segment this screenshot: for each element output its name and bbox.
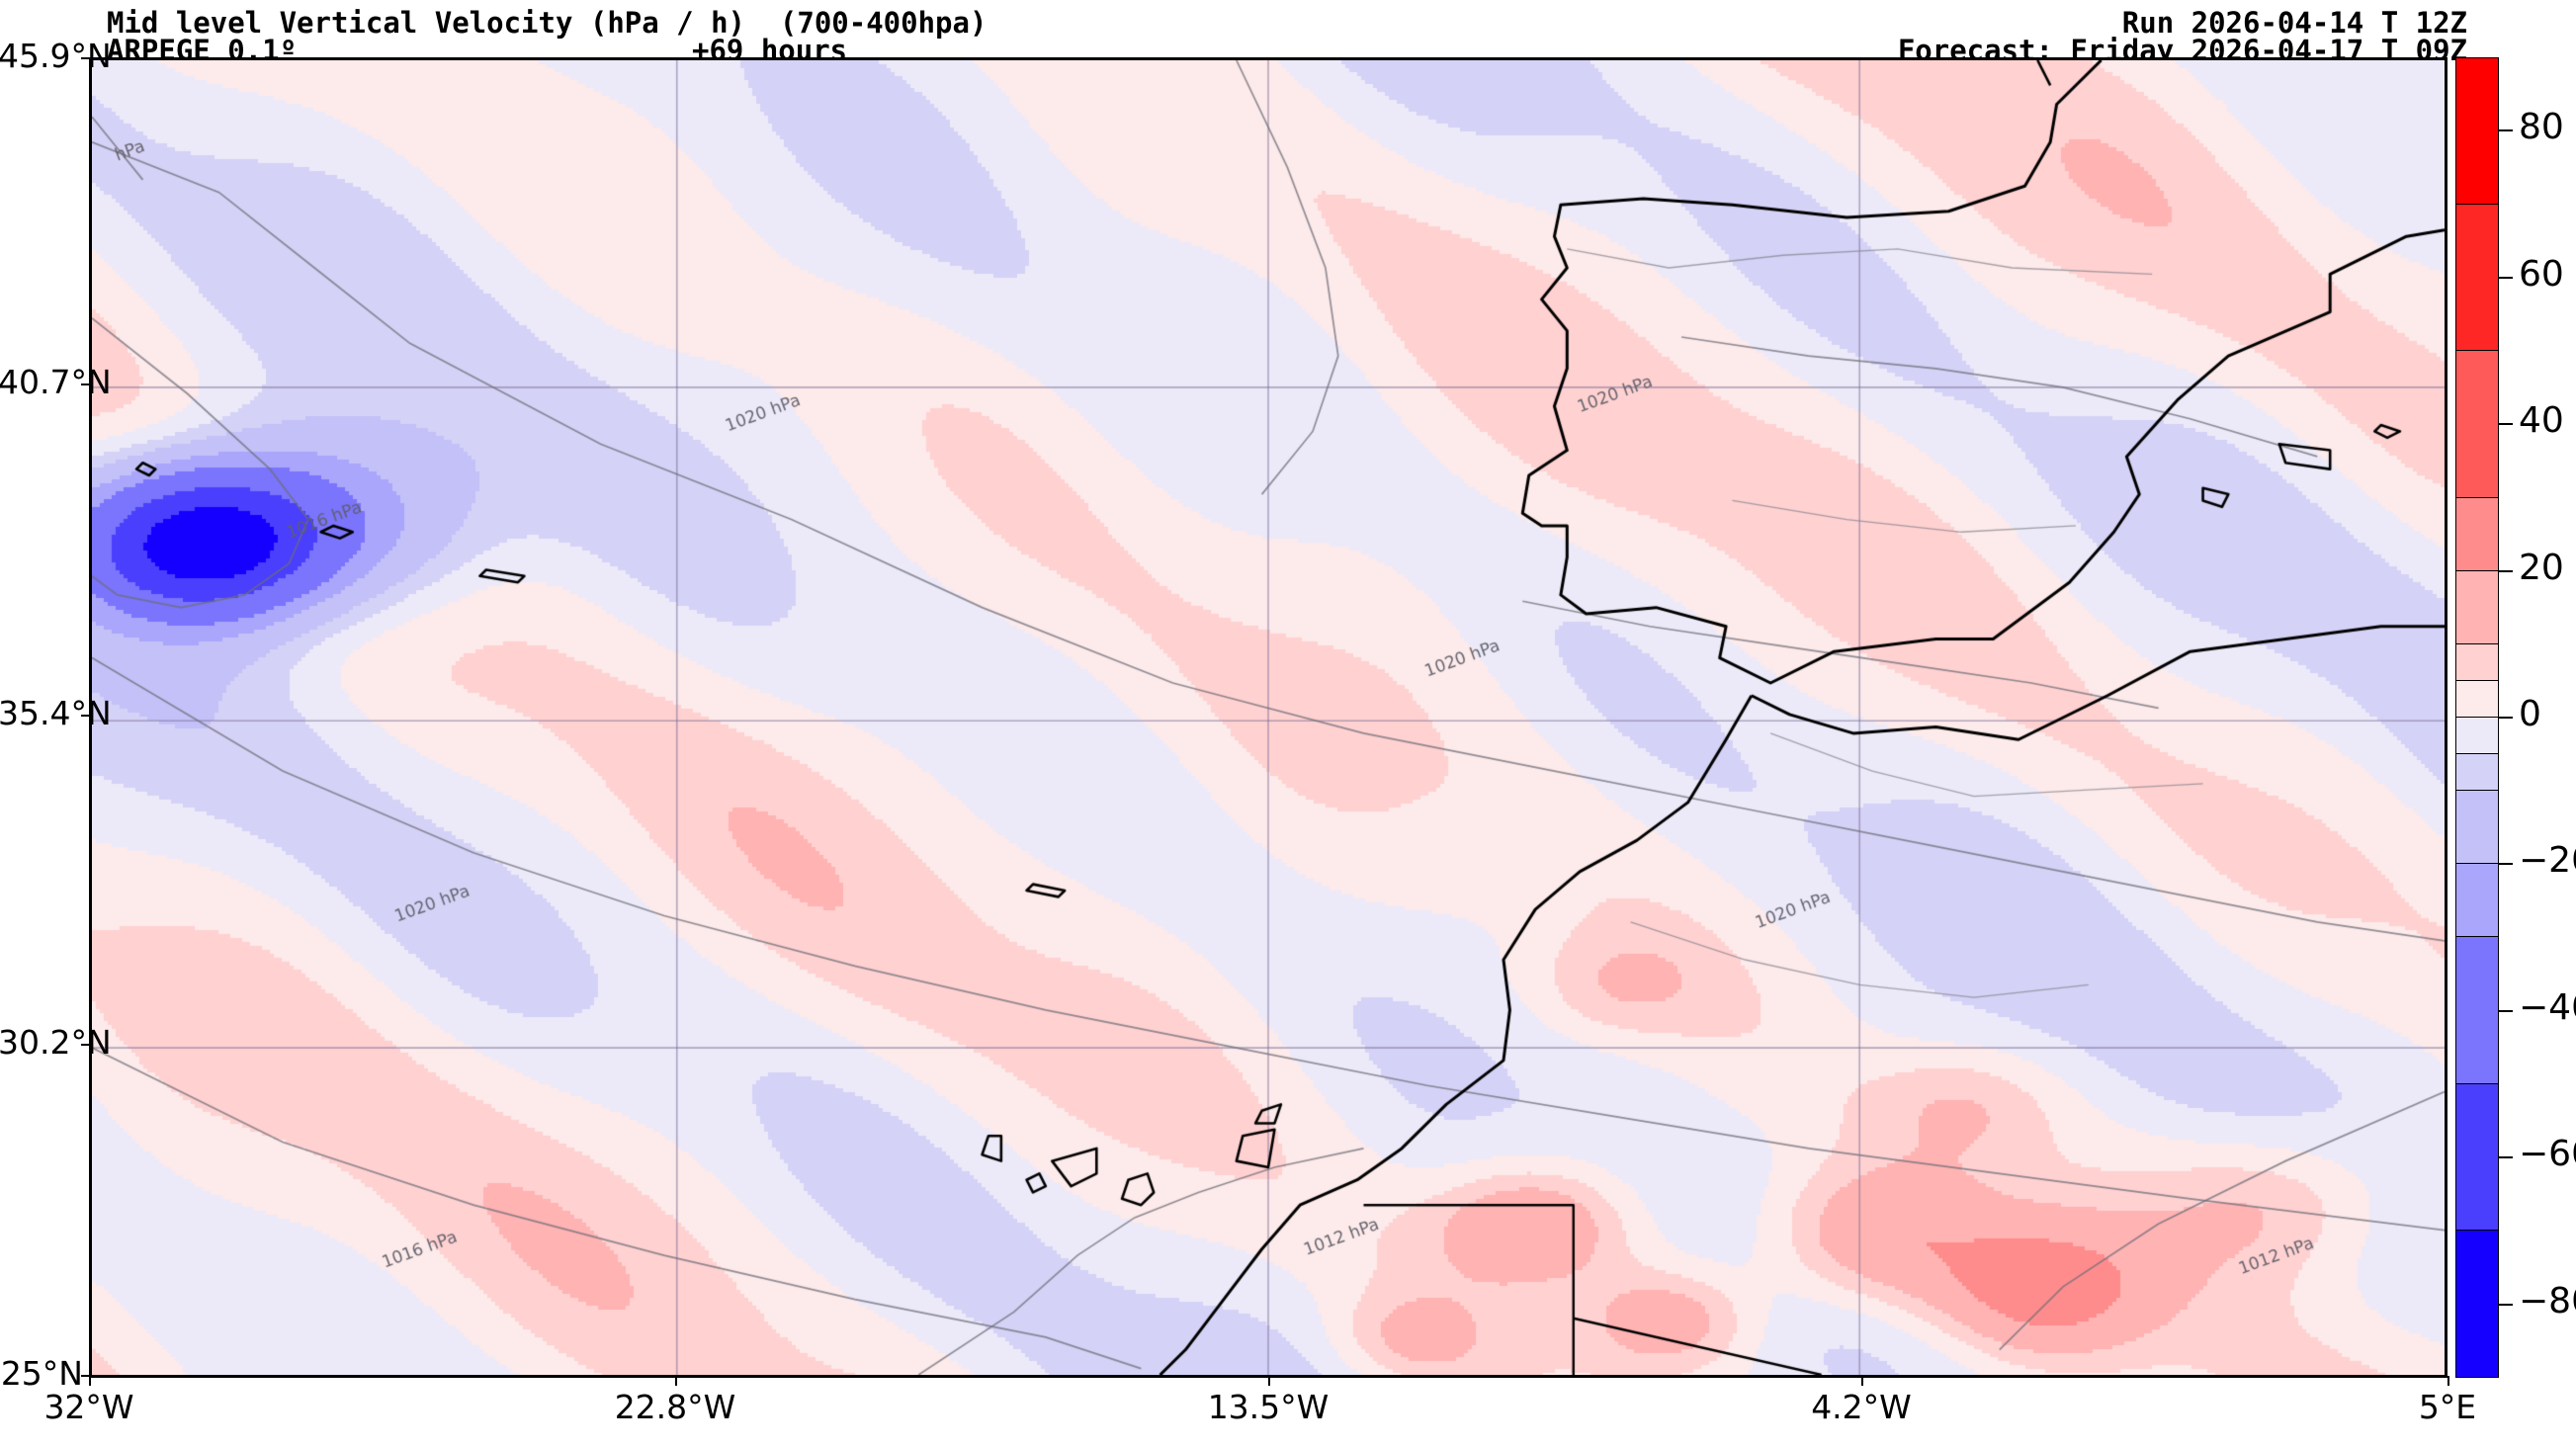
colorbar-tick-mark — [2499, 1009, 2513, 1012]
colorbar-tick-mark — [2499, 569, 2513, 572]
latitude-tick-mark — [81, 714, 91, 717]
run-timestamp-label: Run 2026-04-14 T 12Z — [2121, 6, 2467, 40]
longitude-tick-mark — [1268, 1376, 1270, 1386]
longitude-tick-label: 13.5°W — [1207, 1388, 1330, 1426]
latitude-tick-label: 40.7°N — [0, 362, 112, 401]
colorbar-band — [2456, 643, 2498, 681]
latitude-tick-mark — [81, 383, 91, 385]
colorbar-tick-label: −60 — [2519, 1134, 2576, 1175]
latitude-tick-label: 35.4°N — [0, 693, 112, 732]
colorbar-tick-label: 20 — [2519, 547, 2564, 588]
vertical-velocity-field — [92, 60, 2445, 1375]
colorbar-band — [2456, 58, 2498, 206]
page-title: Mid level Vertical Velocity (hPa / h) (7… — [107, 6, 987, 40]
colorbar-band — [2456, 1083, 2498, 1231]
colorbar-band — [2456, 570, 2498, 644]
latitude-tick-label: 30.2°N — [0, 1023, 112, 1063]
colorbar-tick-label: −40 — [2519, 986, 2576, 1028]
colorbar-band — [2456, 497, 2498, 571]
colorbar-tick-label: −20 — [2519, 840, 2576, 882]
latitude-tick-label: 45.9°N — [0, 37, 112, 75]
colorbar-tick-mark — [2499, 423, 2513, 426]
longitude-tick-mark — [675, 1376, 677, 1386]
latitude-tick-mark — [81, 1044, 91, 1047]
longitude-tick-mark — [1861, 1376, 1863, 1386]
colorbar-tick-label: −80 — [2519, 1280, 2576, 1321]
colorbar-tick-label: 40 — [2519, 400, 2564, 442]
colorbar-band — [2456, 864, 2498, 938]
longitude-tick-label: 22.8°W — [614, 1388, 736, 1426]
colorbar-band — [2456, 1230, 2498, 1377]
colorbar-tick-mark — [2499, 1156, 2513, 1159]
colorbar-band — [2456, 937, 2498, 1084]
colorbar-tick-mark — [2499, 863, 2513, 866]
map-header: Mid level Vertical Velocity (hPa / h) (7… — [0, 0, 2576, 67]
latitude-tick-mark — [81, 1375, 91, 1377]
longitude-tick-label: 32°W — [43, 1388, 134, 1426]
colorbar-tick-mark — [2499, 276, 2513, 279]
colorbar-tick-mark — [2499, 129, 2513, 132]
colorbar-band — [2456, 791, 2498, 865]
weather-map-plot[interactable] — [89, 57, 2447, 1378]
colorbar-tick-label: 0 — [2519, 694, 2541, 734]
colorbar-band — [2456, 205, 2498, 352]
colorbar-tick-mark — [2499, 1303, 2513, 1306]
longitude-tick-label: 4.2°W — [1811, 1388, 1912, 1426]
longitude-tick-label: 5°E — [2418, 1388, 2477, 1426]
colorbar-tick-mark — [2499, 717, 2513, 719]
colorbar[interactable] — [2455, 57, 2499, 1378]
colorbar-band — [2456, 351, 2498, 498]
colorbar-band — [2456, 717, 2498, 755]
longitude-tick-mark — [89, 1376, 91, 1386]
colorbar-band — [2456, 680, 2498, 718]
latitude-tick-mark — [81, 57, 91, 59]
longitude-tick-mark — [2447, 1376, 2449, 1386]
colorbar-band — [2456, 754, 2498, 792]
colorbar-tick-label: 60 — [2519, 253, 2564, 295]
colorbar-tick-label: 80 — [2519, 107, 2564, 148]
latitude-tick-label: 25°N — [0, 1354, 83, 1393]
